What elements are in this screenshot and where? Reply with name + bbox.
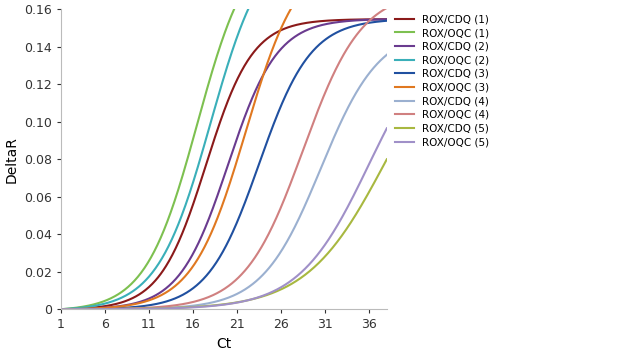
ROX/OQC (4) bbox=[233, 277, 241, 281]
ROX/OQC (4) bbox=[383, 6, 391, 10]
ROX/CDQ (4) bbox=[233, 292, 241, 296]
ROX/CDQ (3) bbox=[233, 220, 241, 224]
ROX/CDQ (1) bbox=[57, 307, 65, 311]
ROX/OQC (4) bbox=[214, 291, 222, 295]
ROX/CDQ (4) bbox=[214, 299, 222, 303]
ROX/CDQ (1) bbox=[383, 17, 391, 21]
ROX/OQC (4) bbox=[375, 11, 383, 15]
Line: ROX/CDQ (3): ROX/CDQ (3) bbox=[61, 21, 387, 309]
ROX/OQC (5) bbox=[375, 142, 383, 146]
ROX/CDQ (3) bbox=[375, 20, 383, 24]
ROX/CDQ (3) bbox=[383, 19, 391, 23]
Legend: ROX/CDQ (1), ROX/OQC (1), ROX/CDQ (2), ROX/OQC (2), ROX/CDQ (3), ROX/OQC (3), RO: ROX/CDQ (1), ROX/OQC (1), ROX/CDQ (2), R… bbox=[395, 14, 490, 147]
ROX/CDQ (1) bbox=[375, 17, 383, 21]
ROX/OQC (3) bbox=[251, 99, 258, 104]
ROX/OQC (3) bbox=[212, 220, 220, 225]
ROX/CDQ (3) bbox=[214, 258, 222, 263]
ROX/OQC (5) bbox=[233, 300, 241, 305]
ROX/CDQ (4) bbox=[375, 60, 383, 64]
Line: ROX/OQC (2): ROX/OQC (2) bbox=[61, 0, 387, 309]
Line: ROX/CDQ (5): ROX/CDQ (5) bbox=[61, 159, 387, 309]
ROX/OQC (5) bbox=[57, 307, 65, 311]
ROX/CDQ (2) bbox=[57, 307, 65, 311]
ROX/CDQ (2) bbox=[233, 136, 241, 140]
ROX/CDQ (3) bbox=[57, 307, 65, 311]
Line: ROX/OQC (1): ROX/OQC (1) bbox=[61, 0, 387, 309]
ROX/CDQ (1) bbox=[214, 127, 222, 131]
Line: ROX/CDQ (1): ROX/CDQ (1) bbox=[61, 19, 387, 309]
ROX/OQC (5) bbox=[324, 238, 332, 242]
ROX/CDQ (4) bbox=[324, 149, 332, 153]
ROX/OQC (1) bbox=[212, 58, 220, 62]
ROX/OQC (5) bbox=[214, 303, 222, 307]
ROX/CDQ (5) bbox=[214, 303, 222, 307]
ROX/CDQ (5) bbox=[251, 296, 258, 301]
Line: ROX/CDQ (4): ROX/CDQ (4) bbox=[61, 55, 387, 309]
ROX/OQC (2) bbox=[214, 97, 222, 101]
ROX/OQC (1) bbox=[233, 0, 241, 5]
ROX/CDQ (2) bbox=[383, 17, 391, 21]
ROX/CDQ (3) bbox=[324, 36, 332, 40]
ROX/CDQ (2) bbox=[375, 17, 383, 22]
Line: ROX/CDQ (2): ROX/CDQ (2) bbox=[61, 19, 387, 309]
ROX/OQC (5) bbox=[251, 296, 258, 301]
Line: ROX/OQC (3): ROX/OQC (3) bbox=[61, 0, 387, 309]
ROX/CDQ (5) bbox=[57, 307, 65, 311]
ROX/CDQ (4) bbox=[251, 280, 258, 284]
ROX/OQC (2) bbox=[57, 307, 65, 311]
ROX/CDQ (2) bbox=[324, 22, 332, 26]
ROX/CDQ (2) bbox=[212, 198, 220, 203]
ROX/OQC (4) bbox=[212, 292, 220, 296]
ROX/CDQ (4) bbox=[57, 307, 65, 311]
ROX/OQC (4) bbox=[251, 256, 258, 260]
Line: ROX/OQC (4): ROX/OQC (4) bbox=[61, 8, 387, 309]
ROX/CDQ (2) bbox=[214, 193, 222, 197]
ROX/OQC (5) bbox=[212, 304, 220, 308]
ROX/CDQ (4) bbox=[212, 300, 220, 304]
ROX/OQC (1) bbox=[57, 307, 65, 311]
ROX/OQC (2) bbox=[233, 34, 241, 39]
ROX/CDQ (1) bbox=[233, 77, 241, 82]
Y-axis label: DeltaR: DeltaR bbox=[4, 136, 18, 182]
ROX/OQC (3) bbox=[57, 307, 65, 311]
ROX/CDQ (1) bbox=[212, 133, 220, 137]
ROX/CDQ (5) bbox=[212, 303, 220, 307]
ROX/CDQ (2) bbox=[251, 90, 258, 94]
ROX/CDQ (5) bbox=[383, 157, 391, 162]
ROX/CDQ (5) bbox=[375, 172, 383, 176]
ROX/OQC (2) bbox=[212, 103, 220, 108]
ROX/OQC (4) bbox=[324, 84, 332, 88]
ROX/CDQ (1) bbox=[251, 49, 258, 53]
ROX/CDQ (1) bbox=[324, 18, 332, 23]
ROX/OQC (4) bbox=[57, 307, 65, 311]
ROX/CDQ (3) bbox=[212, 261, 220, 266]
ROX/OQC (1) bbox=[214, 52, 222, 56]
ROX/OQC (5) bbox=[383, 126, 391, 131]
Line: ROX/OQC (5): ROX/OQC (5) bbox=[61, 129, 387, 309]
ROX/CDQ (4) bbox=[383, 53, 391, 57]
ROX/OQC (3) bbox=[233, 158, 241, 162]
ROX/OQC (3) bbox=[214, 215, 222, 220]
ROX/CDQ (5) bbox=[233, 300, 241, 305]
ROX/CDQ (3) bbox=[251, 174, 258, 178]
ROX/CDQ (5) bbox=[324, 251, 332, 255]
X-axis label: Ct: Ct bbox=[216, 337, 231, 351]
